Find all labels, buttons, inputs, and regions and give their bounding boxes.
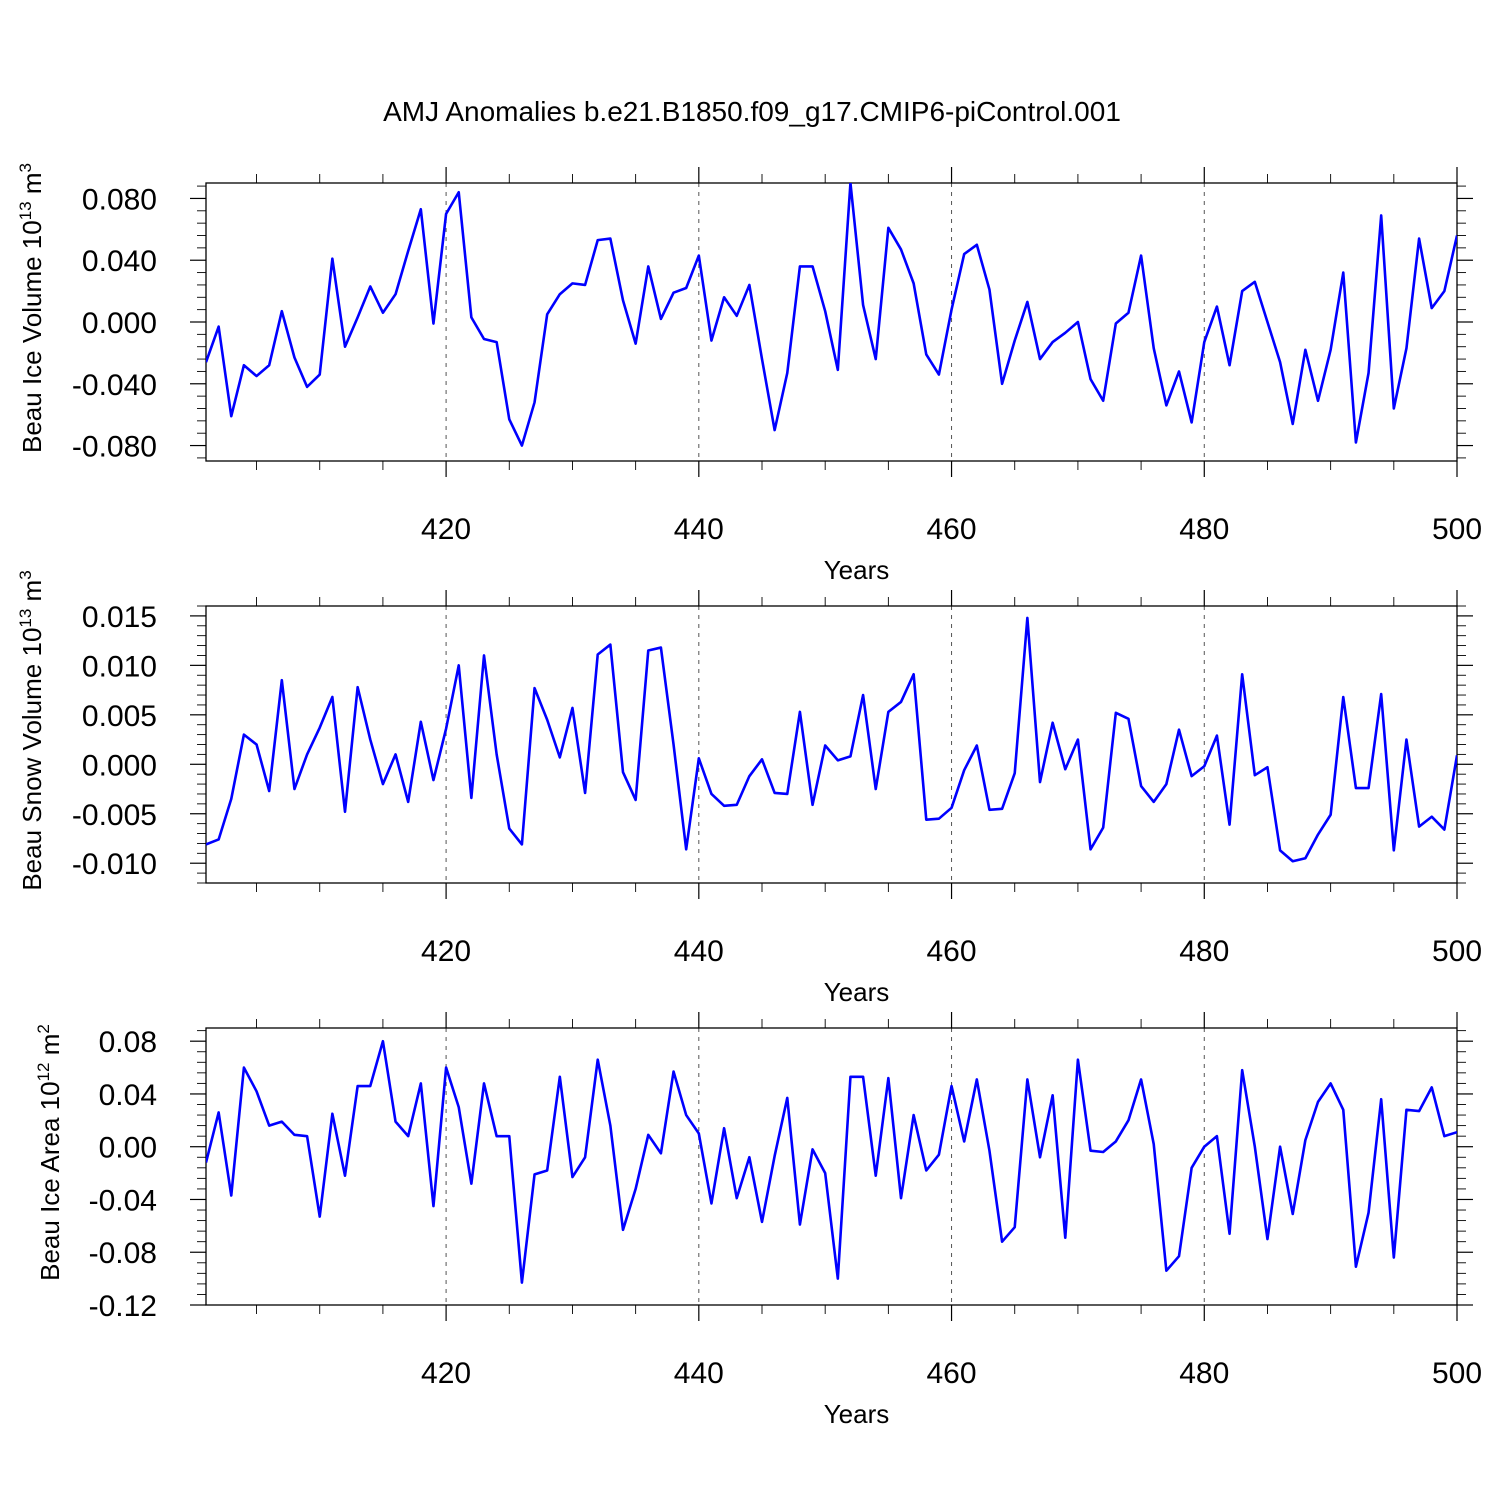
snow-volume-y-tick-label: -0.005 (72, 799, 157, 832)
ice-area-x-tick-label: 480 (1179, 1357, 1229, 1390)
snow-volume-y-tick-label: -0.010 (72, 848, 157, 881)
snow-volume-x-axis-label: Years (824, 977, 890, 1007)
ice-volume-x-tick-label: 460 (927, 513, 977, 546)
ice-volume-series-line (206, 183, 1457, 447)
snow-volume-x-tick-label: 420 (421, 935, 471, 968)
ice-volume-x-tick-label: 480 (1179, 513, 1229, 546)
ice-area-y-tick-label: -0.08 (89, 1237, 157, 1270)
ice-area-y-tick-label: -0.12 (89, 1290, 157, 1323)
figure-title: AMJ Anomalies b.e21.B1850.f09_g17.CMIP6-… (383, 96, 1121, 127)
ice-volume-panel: 420 440 460 480 500 -0.080 -0.040 0.000 0.040 0.0… (16, 163, 1482, 585)
ice-volume-y-tick-label: 0.040 (82, 245, 157, 278)
snow-volume-series-line (206, 616, 1457, 863)
ice-area-x-tick-label: 420 (421, 1357, 471, 1390)
snow-volume-x-tick-label: 440 (674, 935, 724, 968)
ice-area-x-tick-label: 440 (674, 1357, 724, 1390)
ice-volume-y-tick-label: 0.000 (82, 307, 157, 340)
snow-volume-y-axis-label: Beau Snow Volume 1013 m3 (16, 570, 47, 890)
ice-volume-plot-frame (205, 182, 1458, 462)
snow-volume-x-tick-label: 460 (927, 935, 977, 968)
ice-volume-x-tick-label: 420 (421, 513, 471, 546)
ice-area-y-tick-label: 0.08 (99, 1026, 157, 1059)
ice-volume-x-tick-label: 500 (1432, 513, 1482, 546)
snow-volume-y-tick-label: 0.015 (82, 601, 157, 634)
ice-volume-x-tick-label: 440 (674, 513, 724, 546)
snow-volume-panel: 420 440 460 480 500 -0.010 -0.005 0.000 0.005 0.0… (16, 570, 1482, 1007)
ice-area-x-tick-label: 500 (1432, 1357, 1482, 1390)
ice-area-x-axis-label: Years (824, 1399, 890, 1429)
ice-area-y-tick-label: -0.04 (89, 1184, 157, 1217)
ice-area-series-line (206, 1039, 1457, 1284)
ice-volume-y-tick-label: -0.080 (72, 431, 157, 464)
snow-volume-x-tick-label: 480 (1179, 935, 1229, 968)
snow-volume-plot-frame (205, 605, 1458, 884)
ice-volume-y-axis-label: Beau Ice Volume 1013 m3 (16, 163, 47, 453)
snow-volume-y-tick-label: 0.010 (82, 650, 157, 683)
ice-area-x-tick-label: 460 (927, 1357, 977, 1390)
ice-area-panel: 420 440 460 480 500 -0.12 -0.08 -0.04 0.00 0.04 0.… (34, 1012, 1482, 1429)
snow-volume-y-tick-label: 0.000 (82, 749, 157, 782)
ice-volume-y-tick-label: -0.040 (72, 369, 157, 402)
ice-area-plot-frame (205, 1027, 1458, 1306)
snow-volume-x-tick-label: 500 (1432, 935, 1482, 968)
snow-volume-y-tick-label: 0.005 (82, 700, 157, 733)
ice-volume-x-axis-label: Years (824, 555, 890, 585)
ice-area-y-axis-label: Beau Ice Area 1012 m2 (34, 1024, 65, 1281)
ice-area-y-tick-label: 0.04 (99, 1079, 157, 1112)
ice-volume-y-tick-label: 0.080 (82, 183, 157, 216)
ice-area-y-tick-label: 0.00 (99, 1132, 157, 1165)
